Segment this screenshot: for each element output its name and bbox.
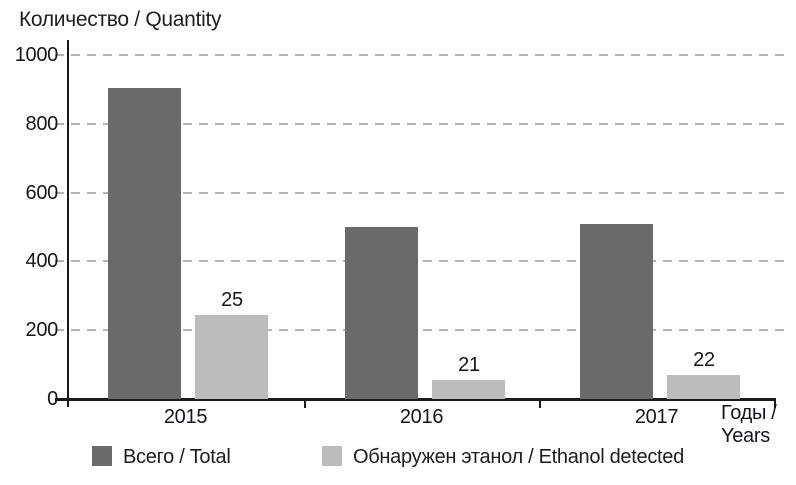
- y-tick-label-800: 800: [25, 112, 59, 135]
- gridline-600: [55, 191, 784, 194]
- x-category-label-2015: 2015: [163, 406, 208, 428]
- gridline-200: [55, 329, 784, 332]
- bar-series1-2016: [432, 380, 505, 399]
- legend-item-total: Всего / Total: [92, 445, 231, 469]
- legend-item-ethanol: Обнаружен этанол / Ethanol detected: [322, 445, 684, 469]
- x-axis-line: [55, 398, 776, 401]
- y-tick-label-1000: 1000: [14, 44, 59, 66]
- legend-label-total: Всего / Total: [123, 446, 231, 468]
- y-tick-label-200: 200: [25, 319, 59, 342]
- legend-label-ethanol: Обнаружен этанол / Ethanol detected: [353, 446, 684, 468]
- y-tick-label-600: 600: [25, 181, 59, 204]
- y-axis-title: Количество / Quantity: [19, 8, 222, 31]
- x-tick-mark-2: [774, 398, 776, 408]
- gridline-1000: [55, 54, 784, 56]
- y-axis-line: [67, 40, 69, 407]
- gridline-400: [55, 260, 784, 263]
- bar-series1-2017: [667, 375, 740, 399]
- x-category-label-2016: 2016: [399, 406, 444, 428]
- y-tick-label-0: 0: [47, 388, 58, 410]
- gridline-800: [55, 122, 784, 125]
- legend-swatch-ethanol-icon: [322, 446, 342, 466]
- legend: Всего / Total Обнаружен этанол / Ethanol…: [0, 445, 796, 473]
- bar-series1-2015: [195, 315, 268, 399]
- bar-series0-2015: [108, 88, 181, 399]
- x-category-label-2017: 2017: [634, 406, 679, 428]
- x-axis-title-line1: Годы /: [721, 402, 777, 424]
- x-tick-mark-1: [539, 398, 541, 408]
- bar-value-label-2017: 22: [693, 349, 715, 371]
- bar-series0-2017: [580, 224, 653, 399]
- x-axis-title: Годы / Years: [721, 402, 777, 448]
- bar-value-label-2015: 25: [221, 289, 243, 311]
- x-tick-mark-0: [304, 398, 306, 408]
- legend-swatch-total-icon: [92, 446, 112, 466]
- bar-series0-2016: [345, 227, 418, 399]
- y-tick-label-400: 400: [25, 250, 59, 273]
- bar-value-label-2016: 21: [458, 354, 480, 376]
- x-axis-title-line2: Years: [721, 425, 770, 447]
